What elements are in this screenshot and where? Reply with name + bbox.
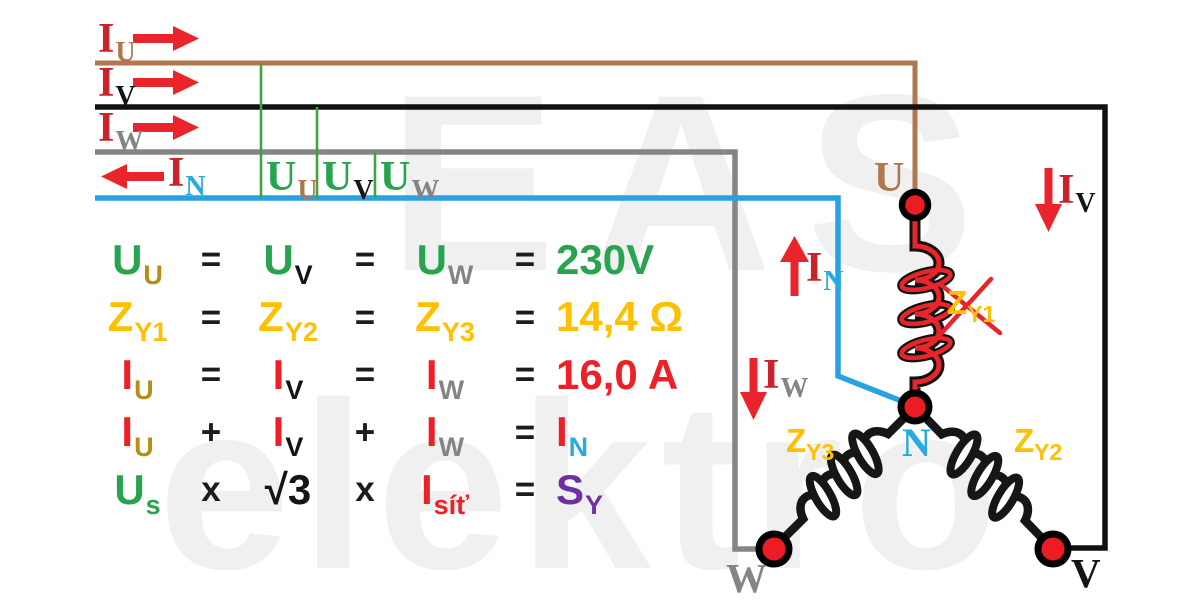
bus-label-in: IN <box>168 150 206 202</box>
equation-cell: Us <box>114 465 161 520</box>
equation-value-neutral-current: IN <box>556 408 589 463</box>
equation-operator: = <box>514 240 536 280</box>
wire-phase-l2-black <box>95 104 1108 551</box>
equation-cell: UW <box>416 235 474 290</box>
node-terminal-v <box>1034 530 1072 568</box>
equation-operator: = <box>514 412 536 452</box>
arrow-star-iv-down <box>1035 168 1062 232</box>
equation-value-apparent-power: SY <box>556 465 604 520</box>
equation-cell: IW <box>425 408 465 463</box>
tap-label-uw: UW <box>380 154 440 206</box>
equation-cell: IV <box>272 350 304 405</box>
equation-cell: ZY2 <box>258 293 318 348</box>
equation-cell: ZY3 <box>415 293 475 348</box>
equation-cell: Isíť <box>420 465 470 520</box>
cross-out-zy1 <box>935 276 1003 340</box>
wire-phase-l3-gray <box>95 149 756 552</box>
equation-operator: + <box>354 412 376 452</box>
star-label-in: IN <box>806 245 844 297</box>
equation-cell: UV <box>263 235 313 290</box>
arrow-iw-right <box>133 115 199 140</box>
neutral-label-n: N <box>902 420 931 465</box>
star-label-iw: IW <box>763 352 809 404</box>
coil-zy2 <box>920 412 1046 543</box>
impedance-label-zy3: ZY3 <box>786 422 835 465</box>
impedance-label-zy1: ZY1 <box>947 284 996 327</box>
star-label-iv: IV <box>1058 167 1096 219</box>
arrow-star-in-up <box>780 236 809 296</box>
watermark-top: EAS <box>388 43 1009 324</box>
equation-operator: = <box>514 470 536 510</box>
node-terminal-u <box>898 188 932 222</box>
equation-operator: = <box>200 355 222 395</box>
equation-block: UU = UV = UW = 230V ZY1 = ZY2 = ZY3 = 14… <box>95 231 736 519</box>
coil-zy1 <box>897 210 955 398</box>
terminal-label-w: W <box>726 555 767 601</box>
equation-operator: + <box>200 412 222 452</box>
bus-label-iv: IV <box>98 60 136 112</box>
equation-cell: IU <box>121 350 154 405</box>
wire-phase-l1-brown <box>95 60 918 191</box>
equation-cell: IV <box>272 408 304 463</box>
bus-label-iu: IU <box>98 16 136 68</box>
equation-operator: x <box>355 470 375 510</box>
wire-neutral-blue <box>95 195 906 405</box>
equation-operator: = <box>200 240 222 280</box>
equation-value-impedance: 14,4 Ω <box>556 293 684 341</box>
arrow-star-iw-down <box>740 358 767 420</box>
equation-operator: = <box>514 355 536 395</box>
equation-cell: UU <box>112 235 163 290</box>
equation-value-voltage: 230V <box>556 235 655 283</box>
equation-cell: IU <box>121 408 154 463</box>
equation-cell: IW <box>425 350 465 405</box>
equation-value-current: 16,0 A <box>556 350 679 398</box>
terminal-label-u: U <box>874 155 905 201</box>
node-neutral-n <box>897 389 933 425</box>
tap-label-uv: UV <box>322 154 374 206</box>
tap-label-uu: UU <box>266 154 318 206</box>
coil-zy3 <box>781 412 910 541</box>
equation-operator: = <box>354 240 376 280</box>
equation-operator: = <box>354 297 376 337</box>
equation-operator: x <box>201 470 221 510</box>
bus-label-iw: IW <box>98 105 144 157</box>
node-terminal-w <box>755 530 793 568</box>
impedance-label-zy2: ZY2 <box>1014 422 1063 465</box>
terminal-label-v: V <box>1071 550 1101 596</box>
arrow-in-left <box>101 164 164 189</box>
equation-operator: = <box>200 297 222 337</box>
equation-cell: ZY1 <box>107 293 168 348</box>
arrow-iu-right <box>133 26 199 51</box>
equation-operator: = <box>354 355 376 395</box>
arrow-iv-right <box>133 70 199 95</box>
equation-cell-sqrt3: √3 <box>264 465 312 513</box>
equation-operator: = <box>514 297 536 337</box>
